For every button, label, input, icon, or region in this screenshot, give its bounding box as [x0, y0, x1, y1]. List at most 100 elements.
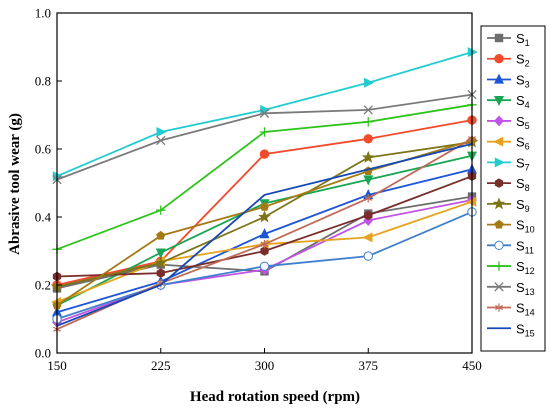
- legend-label: S4: [516, 93, 530, 110]
- axes: 150 225 300 375 450 0.0 0.2 0.4 0.6 0.8 1.0: [35, 6, 482, 374]
- legend-label-subscript: 10: [525, 225, 535, 235]
- y-tick-label: 0.4: [35, 210, 52, 225]
- data-point: [259, 108, 270, 118]
- data-point: [259, 228, 270, 239]
- legend-label-letter: S: [516, 135, 525, 150]
- legend-label-subscript: 3: [525, 79, 530, 89]
- data-point: [258, 210, 271, 223]
- legend-label: S15: [516, 321, 535, 338]
- data-point: [156, 205, 166, 215]
- legend-label-subscript: 9: [525, 204, 530, 214]
- data-point: [364, 210, 373, 221]
- data-point: [155, 248, 166, 259]
- legend-marker: [494, 282, 504, 292]
- legend-marker: [494, 54, 504, 64]
- legend-label-subscript: 6: [525, 142, 530, 152]
- data-point: [154, 256, 168, 269]
- legend-label-letter: S: [516, 301, 525, 316]
- legend-label-subscript: 7: [525, 162, 530, 172]
- y-tick-label: 0.0: [35, 346, 51, 361]
- legend-label-letter: S: [516, 155, 525, 170]
- y-tick-label: 0.6: [35, 142, 52, 157]
- legend-item: S12: [487, 259, 535, 276]
- legend-marker: [494, 240, 504, 251]
- data-point: [156, 135, 166, 146]
- data-point: [361, 150, 375, 163]
- legend-item: S11: [487, 238, 534, 255]
- legend-label-letter: S: [516, 114, 525, 129]
- series-line: [56, 143, 473, 327]
- legend-label-subscript: 2: [525, 59, 530, 69]
- legend-item: S9: [487, 197, 530, 214]
- data-point: [260, 240, 269, 249]
- legend-item: S2: [487, 52, 530, 69]
- x-tick-label: 450: [462, 358, 482, 373]
- legend-item: S1: [487, 31, 530, 48]
- legend-marker: [495, 303, 503, 312]
- data-point: [364, 77, 375, 88]
- data-point: [259, 261, 270, 271]
- data-point: [156, 126, 167, 138]
- legend-label-subscript: 13: [525, 287, 535, 297]
- legend-item: S8: [487, 176, 530, 193]
- legend-label: S12: [516, 259, 535, 276]
- legend-label-letter: S: [516, 280, 525, 295]
- legend-label: S13: [516, 280, 535, 297]
- series-line: [56, 103, 473, 251]
- data-point: [363, 175, 374, 186]
- x-tick-label: 300: [255, 358, 275, 373]
- data-point: [259, 201, 270, 211]
- legend-label-letter: S: [516, 259, 525, 274]
- legend-label-subscript: 12: [525, 266, 535, 276]
- data-point: [363, 134, 373, 144]
- legend-label-subscript: 5: [525, 121, 530, 131]
- x-tick-label: 150: [47, 358, 67, 373]
- legend-label-letter: S: [516, 321, 525, 336]
- legend-item: S7: [487, 155, 530, 172]
- legend-label-subscript: 4: [525, 100, 530, 110]
- legend-marker: [494, 157, 505, 168]
- x-tick-label: 225: [151, 358, 171, 373]
- y-tick-label: 0.8: [35, 74, 51, 89]
- legend-item: S10: [487, 218, 535, 235]
- data-point: [260, 246, 269, 256]
- legend-item: S3: [487, 72, 530, 89]
- data-point: [363, 251, 373, 261]
- legend-label: S14: [516, 301, 535, 318]
- legend-label-letter: S: [516, 52, 525, 67]
- y-axis-title: Abrasive tool wear (g): [7, 113, 23, 255]
- data-point: [156, 230, 166, 240]
- legend-box: [480, 25, 546, 352]
- legend-label-subscript: 8: [525, 183, 530, 193]
- legend-label-subscript: 14: [525, 308, 535, 318]
- legend-label: S6: [516, 135, 530, 152]
- y-tick-label: 0.2: [35, 278, 51, 293]
- data-point: [363, 105, 373, 115]
- legend-marker: [494, 33, 504, 43]
- data-point: [364, 194, 373, 203]
- data-point: [259, 149, 270, 159]
- series-S8: [52, 171, 477, 282]
- legend-label-letter: S: [516, 176, 525, 191]
- legend-marker: [494, 178, 504, 188]
- legend-label-letter: S: [516, 197, 525, 212]
- legend-label-letter: S: [516, 93, 525, 108]
- legend-marker: [494, 261, 504, 271]
- data-point: [156, 268, 165, 278]
- series-S13: [52, 89, 477, 185]
- legend-item: S5: [487, 114, 530, 131]
- legend-marker: [494, 219, 504, 229]
- x-tick-label: 375: [359, 358, 379, 373]
- legend-label-subscript: 1: [525, 38, 530, 48]
- legend-label-letter: S: [516, 218, 525, 233]
- legend-label: S1: [516, 31, 530, 48]
- legend-marker: [494, 115, 504, 127]
- legend-label-letter: S: [516, 238, 525, 253]
- legend-label: S5: [516, 114, 530, 131]
- legend-item: S4: [487, 93, 530, 110]
- legend-label: S3: [516, 72, 530, 89]
- legend-label: S9: [516, 197, 530, 214]
